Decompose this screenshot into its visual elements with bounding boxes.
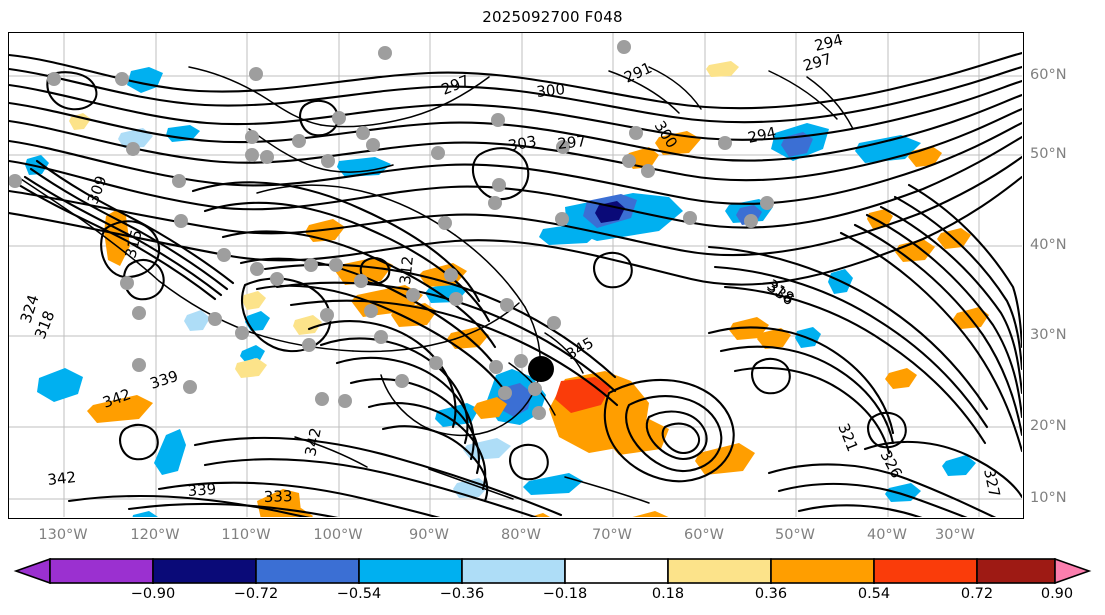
colorbar-tick--0-72: −0.72 xyxy=(233,586,279,602)
colorbar xyxy=(8,558,1097,584)
colorbar-tick-0-90: 0.90 xyxy=(1040,586,1074,602)
svg-text:294: 294 xyxy=(746,123,778,147)
svg-text:327: 327 xyxy=(980,467,1004,499)
xtick-label-100w: 100°W xyxy=(313,527,363,543)
ytick-label-10n: 10°N xyxy=(1030,490,1067,506)
xtick-label-110w: 110°W xyxy=(221,527,271,543)
ytick-label-50n: 50°N xyxy=(1030,146,1067,162)
xtick-label-30w: 30°W xyxy=(934,527,976,543)
colorbar-tick--0-54: −0.54 xyxy=(336,586,382,602)
ytick-label-20n: 20°N xyxy=(1030,418,1067,434)
map-panel: 294 297 291 300 297 300 303 297 294 309 … xyxy=(8,32,1024,519)
potential-temperature-contours xyxy=(9,51,1022,517)
svg-text:297: 297 xyxy=(557,132,587,153)
xtick-label-50w: 50°W xyxy=(774,527,816,543)
xtick-label-40w: 40°W xyxy=(866,527,908,543)
svg-text:303: 303 xyxy=(507,132,538,155)
svg-text:312: 312 xyxy=(396,255,417,285)
colorbar-tick-0-18: 0.18 xyxy=(651,586,685,602)
colorbar-extend-min xyxy=(13,558,51,584)
significance-stipple-dots xyxy=(9,40,774,420)
ytick-label-40n: 40°N xyxy=(1030,237,1067,253)
map-contour-plot: 294 297 291 300 297 300 303 297 294 309 … xyxy=(9,33,1022,517)
xtick-label-130w: 130°W xyxy=(38,527,88,543)
xtick-label-120w: 120°W xyxy=(130,527,180,543)
colorbar-tick--0-90: −0.90 xyxy=(130,586,176,602)
ytick-label-30n: 30°N xyxy=(1030,327,1067,343)
xtick-label-90w: 90°W xyxy=(408,527,450,543)
colorbar-swatches xyxy=(13,558,1092,584)
svg-text:342: 342 xyxy=(47,468,77,489)
svg-text:339: 339 xyxy=(187,480,217,500)
colorbar-tick--0-18: −0.18 xyxy=(542,586,588,602)
graticule-gridlines xyxy=(9,33,1022,517)
colorbar-tick--0-36: −0.36 xyxy=(439,586,485,602)
tropical-cyclone-marker xyxy=(528,356,554,382)
ytick-label-60n: 60°N xyxy=(1030,67,1067,83)
xtick-label-80w: 80°W xyxy=(500,527,542,543)
colorbar-tick-0-54: 0.54 xyxy=(857,586,891,602)
colorbar-tick-0-72: 0.72 xyxy=(960,586,994,602)
xtick-label-70w: 70°W xyxy=(591,527,633,543)
colorbar-tick-0-36: 0.36 xyxy=(754,586,788,602)
map-canvas: 294 297 291 300 297 300 303 297 294 309 … xyxy=(9,33,1022,517)
svg-text:294: 294 xyxy=(813,33,845,55)
xtick-label-60w: 60°W xyxy=(683,527,725,543)
svg-text:333: 333 xyxy=(264,487,293,506)
svg-text:300: 300 xyxy=(536,80,566,101)
page-title: 2025092700 F048 xyxy=(482,8,623,26)
svg-text:342: 342 xyxy=(301,426,325,458)
colorbar-extend-max xyxy=(1054,558,1092,584)
